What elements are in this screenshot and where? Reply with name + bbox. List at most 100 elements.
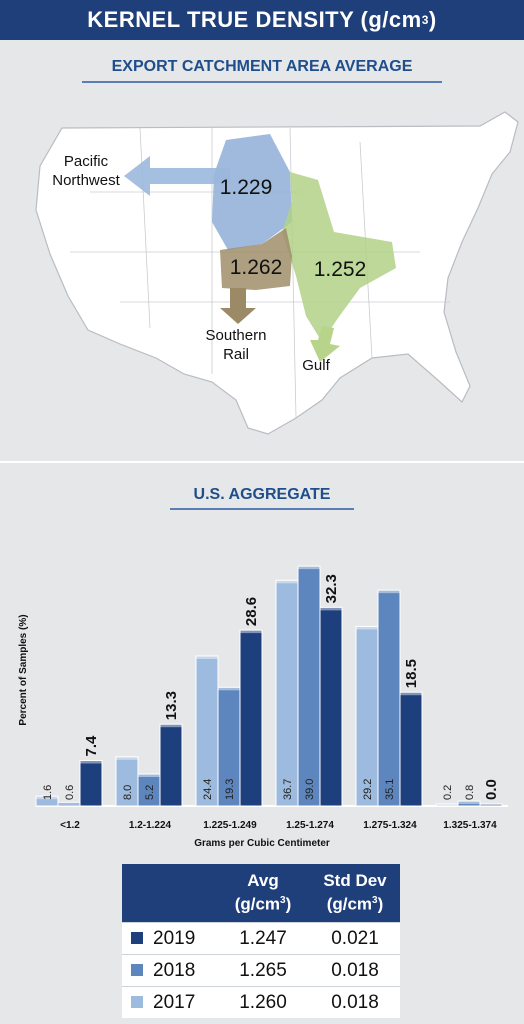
std-cell: 0.018 (310, 986, 400, 1018)
pacific-northwest-value: 1.229 (220, 176, 273, 199)
bar-highlight-2019-5 (480, 804, 502, 807)
avg-cell: 1.265 (216, 954, 310, 987)
aggregate-bar-chart: Percent of Samples (%) Grams per Cubic C… (18, 565, 508, 849)
legend-swatch-2017 (131, 995, 143, 1008)
gulf-region (282, 172, 396, 342)
std-header-line1: Std Dev (323, 871, 387, 891)
avg-cell: 1.247 (216, 922, 310, 955)
data-label-2019-5: 0.0 (483, 779, 500, 800)
data-label-2017-0: 1.6 (42, 785, 54, 800)
bar-highlight-2017-0 (36, 796, 58, 800)
southern-rail-region (220, 228, 292, 290)
stats-table: Avg (g/cm3) Std Dev (g/cm3) 2019 1.247 0… (122, 864, 400, 1018)
bar-2019-4 (399, 691, 423, 807)
bar-2017-3 (275, 579, 299, 807)
bar-highlight-2019-2 (240, 630, 262, 634)
year-cell: 2017 (152, 986, 216, 1018)
southern-rail-value: 1.262 (230, 256, 283, 279)
map-title-rule (82, 81, 442, 83)
data-label-2019-4: 18.5 (403, 659, 420, 688)
table-header-blank (122, 864, 216, 923)
x-axis-label: Grams per Cubic Centimeter (194, 838, 330, 849)
year-cell: 2018 (152, 954, 216, 987)
data-label-2018-1: 5.2 (144, 785, 156, 800)
pacific-northwest-arrow (124, 156, 230, 196)
std-header-unit: (g/cm (326, 894, 373, 914)
bar-highlight-2018-1 (138, 774, 160, 778)
table-row: 2017 1.260 0.018 (122, 986, 400, 1018)
data-label-2017-3: 36.7 (282, 779, 294, 800)
table-row: 2019 1.247 0.021 (122, 922, 400, 955)
legend-swatch-2018 (131, 963, 143, 976)
bar-2018-3 (297, 565, 321, 807)
aggregate-section-title: U.S. AGGREGATE (193, 486, 331, 503)
page-title-end: ) (428, 7, 437, 32)
x-tick-label-5: 1.325-1.374 (443, 820, 497, 831)
map-section-title: EXPORT CATCHMENT AREA AVERAGE (111, 58, 413, 75)
bar-2017-0 (35, 795, 59, 807)
page-title-superscript: 3 (421, 13, 429, 27)
y-axis-label: Percent of Samples (%) (18, 614, 29, 725)
data-label-2017-4: 29.2 (362, 779, 374, 800)
bar-2019-0 (79, 759, 103, 807)
x-tick-label-2: 1.225-1.249 (203, 820, 257, 831)
bar-2018-4 (377, 589, 401, 807)
data-label-2017-2: 24.4 (202, 779, 214, 800)
southern-rail-label-line1: Southern (206, 327, 267, 344)
x-tick-label-1: 1.2-1.224 (129, 820, 172, 831)
gulf-arrow (310, 326, 340, 362)
x-tick-label-3: 1.25-1.274 (286, 820, 334, 831)
bar-highlight-2018-5 (458, 801, 480, 805)
bar-2019-5 (479, 803, 503, 807)
bar-highlight-2018-4 (378, 590, 400, 594)
data-label-2018-2: 19.3 (224, 779, 236, 800)
bar-highlight-2019-4 (400, 692, 422, 696)
swatch-cell (122, 922, 152, 955)
year-cell: 2019 (152, 922, 216, 955)
gulf-label: Gulf (302, 357, 330, 374)
data-label-2018-4: 35.1 (384, 779, 396, 800)
std-header-close: ) (377, 894, 384, 914)
bar-highlight-2019-3 (320, 607, 342, 611)
bar-highlight-2017-5 (436, 804, 458, 807)
data-label-2019-0: 7.4 (83, 735, 100, 757)
swatch-cell (122, 986, 152, 1018)
bar-highlight-2018-0 (58, 802, 80, 806)
avg-header-line1: Avg (247, 871, 279, 891)
pacific-northwest-label-line1: Pacific (64, 153, 109, 170)
page-title-text: KERNEL TRUE DENSITY (g/cm (87, 7, 422, 32)
avg-header-close: ) (285, 894, 292, 914)
data-label-2019-2: 28.6 (243, 597, 260, 626)
aggregate-title-rule (170, 508, 354, 510)
bar-2019-3 (319, 606, 343, 807)
gulf-value: 1.252 (314, 258, 367, 281)
bar-highlight-2017-3 (276, 580, 298, 584)
legend-swatch-2019 (131, 931, 143, 944)
std-cell: 0.021 (310, 922, 400, 955)
pacific-northwest-label-line2: Northwest (52, 172, 120, 189)
bar-2019-1 (159, 723, 183, 807)
avg-cell: 1.260 (216, 986, 310, 1018)
pacific-northwest-region (212, 134, 292, 250)
section-divider (0, 461, 524, 463)
std-cell: 0.018 (310, 954, 400, 987)
southern-rail-label-line2: Rail (223, 346, 249, 363)
table-header-std: Std Dev (g/cm3) (310, 864, 400, 923)
bar-highlight-2017-2 (196, 655, 218, 659)
x-tick-label-4: 1.275-1.324 (363, 820, 417, 831)
std-header-sup: 3 (372, 895, 378, 907)
southern-rail-arrow (220, 288, 256, 324)
bar-highlight-2017-4 (356, 626, 378, 630)
table-row: 2018 1.265 0.018 (122, 954, 400, 987)
page-title: KERNEL TRUE DENSITY (g/cm 3) (0, 0, 524, 40)
data-label-2018-3: 39.0 (304, 779, 316, 800)
data-label-2018-0: 0.6 (64, 785, 76, 800)
us-map: 1.229 1.262 1.252 Pacific Northwest Sout… (35, 111, 519, 435)
bar-2019-2 (239, 629, 263, 807)
bar-highlight-2019-0 (80, 760, 102, 764)
bar-highlight-2017-1 (116, 756, 138, 760)
data-label-2018-5: 0.8 (464, 785, 476, 800)
bar-highlight-2018-2 (218, 687, 240, 691)
table-header-avg: Avg (g/cm3) (216, 864, 310, 923)
swatch-cell (122, 954, 152, 987)
